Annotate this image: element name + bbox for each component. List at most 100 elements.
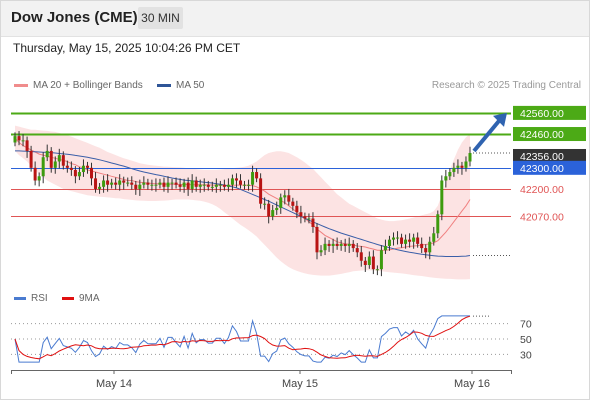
- candle-46: [198, 184, 202, 187]
- candle-111: [460, 165, 464, 168]
- candle-58: [247, 184, 251, 186]
- candle-110: [456, 165, 460, 168]
- candle-83: [347, 243, 351, 246]
- candle-113: [468, 153, 472, 162]
- candle-67: [283, 195, 287, 198]
- legend-rsi: RSI: [14, 293, 48, 304]
- candle-77: [323, 243, 327, 251]
- level-label-bg-2: [513, 148, 586, 163]
- candle-17: [81, 165, 85, 173]
- candle-112: [464, 161, 468, 168]
- candle-78: [327, 243, 331, 246]
- candle-69: [291, 201, 295, 206]
- candle-22: [102, 180, 106, 187]
- legend-ma20-bollinger: MA 20 + Bollinger Bands: [14, 80, 143, 91]
- candle-18: [85, 165, 89, 168]
- chart-title: Dow Jones (CME): [11, 9, 138, 26]
- level-label-4: 42200.00: [520, 184, 564, 196]
- candle-33: [146, 182, 150, 185]
- candle-61: [259, 178, 263, 204]
- candle-31: [138, 184, 142, 189]
- candle-32: [142, 182, 146, 185]
- candle-12: [61, 155, 65, 166]
- candle-80: [335, 243, 339, 246]
- legend-ma20-swatch: [14, 83, 28, 87]
- candle-106: [440, 180, 444, 215]
- candle-86: [359, 252, 363, 261]
- candle-88: [367, 256, 371, 265]
- legend-9ma-swatch: [62, 296, 74, 300]
- rsi-ma9-line: [14, 315, 471, 360]
- candle-51: [218, 184, 222, 186]
- x-tick-label-2: May 16: [454, 378, 490, 390]
- candle-10: [53, 161, 57, 168]
- x-tick-label-0: May 14: [96, 378, 132, 390]
- candle-19: [90, 167, 94, 179]
- candle-91: [379, 250, 383, 270]
- candle-102: [424, 248, 428, 253]
- legend-rsi-label: RSI: [31, 293, 48, 304]
- candle-81: [339, 243, 343, 246]
- timeframe-button[interactable]: 30 MIN: [138, 7, 183, 29]
- candle-48: [206, 184, 210, 187]
- candle-104: [432, 233, 436, 242]
- chart-datetime: Thursday, May 15, 2025 10:04:26 PM CET: [13, 41, 241, 55]
- legend-ma50: MA 50: [157, 80, 204, 91]
- candle-89: [371, 256, 375, 270]
- candle-42: [182, 182, 186, 187]
- legend-rsi-swatch: [14, 296, 26, 300]
- candle-99: [412, 237, 416, 242]
- candle-60: [255, 172, 259, 179]
- candle-76: [319, 250, 323, 253]
- candle-73: [307, 218, 311, 220]
- candle-41: [178, 184, 182, 187]
- legend-ma50-swatch: [157, 83, 171, 87]
- candle-5: [33, 167, 37, 181]
- candle-50: [214, 184, 218, 187]
- candle-108: [448, 172, 452, 177]
- candle-45: [194, 180, 198, 187]
- candle-100: [416, 237, 420, 244]
- candle-28: [126, 182, 130, 184]
- candle-90: [375, 269, 379, 271]
- candle-0: [13, 136, 17, 143]
- candle-35: [154, 184, 158, 186]
- candle-59: [251, 172, 255, 185]
- candle-103: [428, 241, 432, 253]
- candle-20: [94, 178, 98, 189]
- bollinger-band-area: [15, 125, 470, 280]
- candle-65: [275, 207, 279, 211]
- candle-11: [57, 155, 61, 162]
- candle-105: [436, 214, 440, 234]
- candle-74: [311, 218, 315, 227]
- candle-16: [77, 172, 81, 177]
- candle-75: [315, 226, 319, 253]
- level-label-3: 42300.00: [520, 163, 564, 175]
- level-label-bg-1: [513, 127, 586, 142]
- level-label-5: 42070.00: [520, 211, 564, 223]
- candle-1: [17, 136, 21, 141]
- candle-71: [299, 212, 303, 217]
- candle-85: [355, 248, 359, 253]
- candle-68: [287, 195, 291, 202]
- level-label-bg-3: [513, 160, 586, 175]
- candle-2: [21, 140, 25, 142]
- candle-82: [343, 243, 347, 246]
- candle-54: [230, 178, 234, 185]
- rsi-level-label-1: 50: [520, 334, 532, 346]
- candle-53: [226, 184, 230, 187]
- chart-header: Dow Jones (CME) 30 MIN: [0, 0, 590, 37]
- candle-8: [45, 150, 49, 158]
- candle-9: [49, 150, 53, 168]
- legend-9ma: 9MA: [62, 293, 100, 304]
- candle-64: [271, 210, 275, 217]
- candle-34: [150, 184, 154, 186]
- candle-98: [408, 239, 412, 242]
- candle-7: [41, 157, 45, 177]
- projection-arrow-head: [493, 112, 507, 127]
- candle-3: [25, 140, 29, 151]
- legend-9ma-label: 9MA: [79, 293, 100, 304]
- candle-56: [238, 180, 242, 185]
- candle-36: [158, 182, 162, 185]
